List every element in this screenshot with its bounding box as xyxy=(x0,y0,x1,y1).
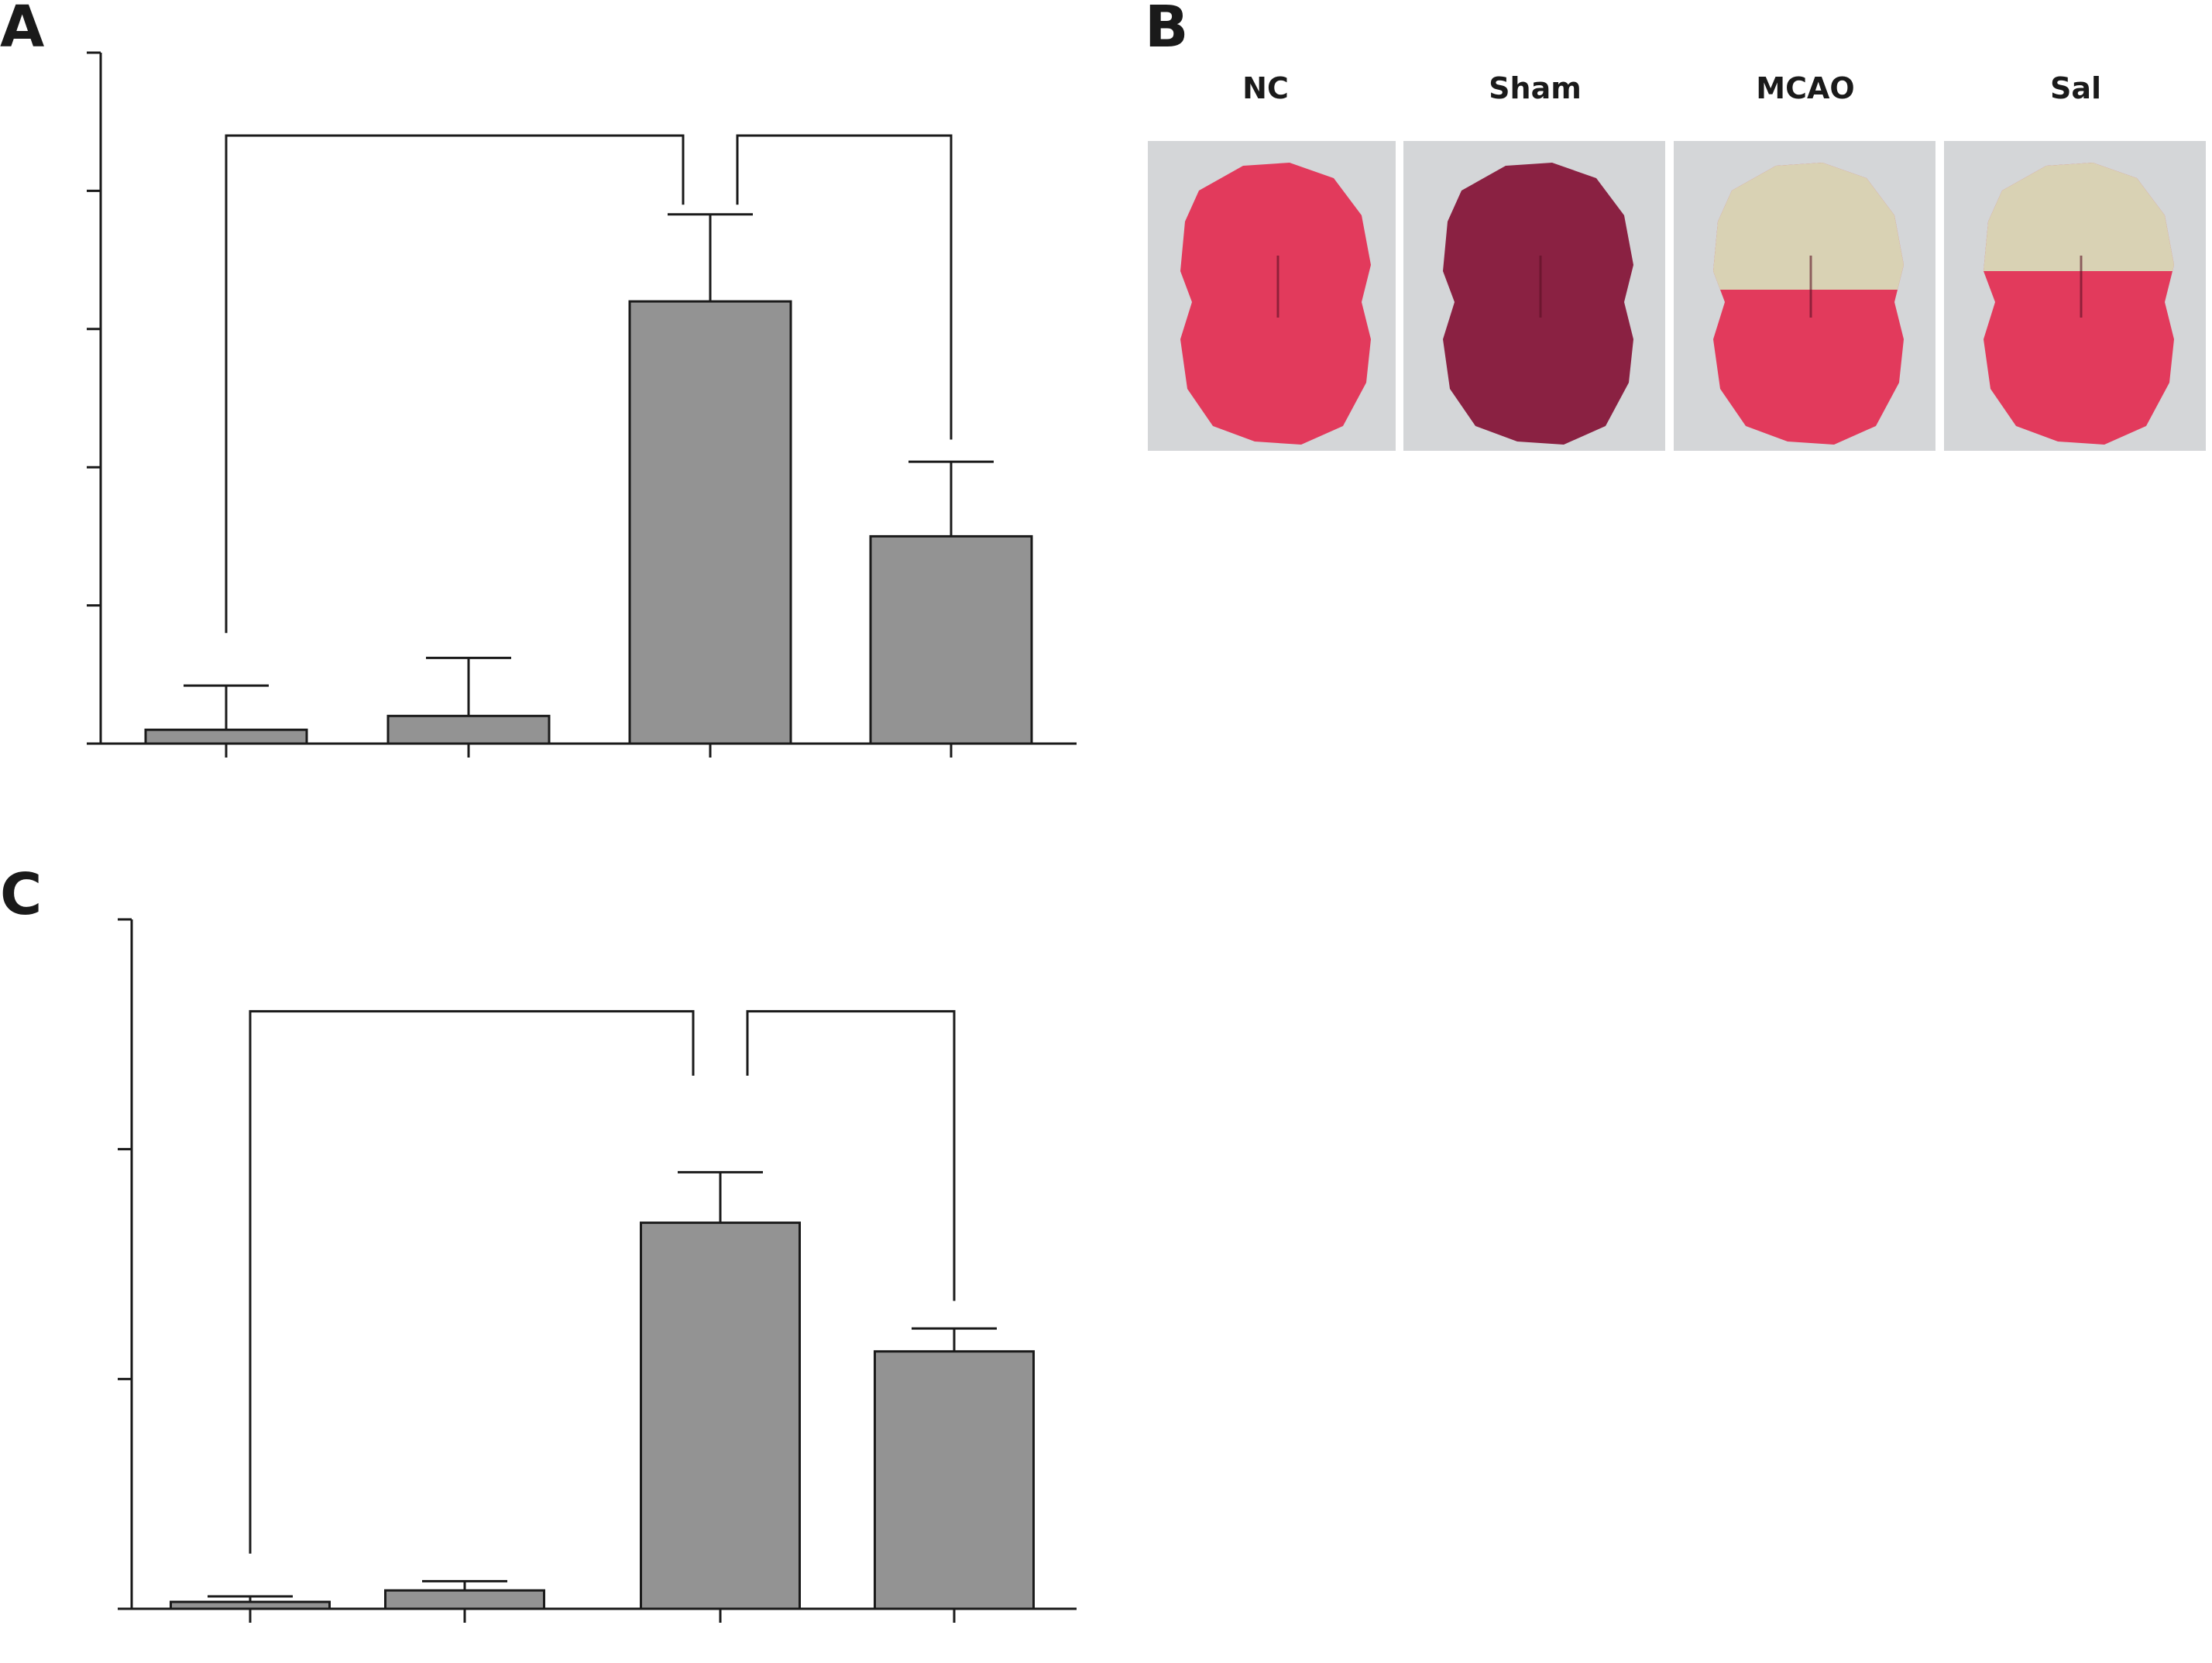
brain-slice xyxy=(1180,163,1371,445)
bar xyxy=(640,1221,801,1610)
photo-label-sham: Sham xyxy=(1489,71,1582,105)
bar xyxy=(144,728,308,745)
bar xyxy=(869,534,1033,745)
bar xyxy=(628,300,792,745)
brain-slice xyxy=(1443,163,1633,445)
brain-slice-panel xyxy=(1148,141,2206,451)
chart-infarct-volume xyxy=(118,918,1077,1623)
bar xyxy=(874,1350,1035,1610)
panel-letter-c: C xyxy=(0,861,43,928)
bar xyxy=(386,714,551,745)
photo-label-sal: Sal xyxy=(2049,71,2102,105)
photo-label-mcao: MCAO xyxy=(1756,71,1855,105)
chart-neurological-deficit xyxy=(87,51,1077,758)
bar xyxy=(170,1600,331,1610)
significance-bracket xyxy=(225,134,685,634)
photo-label-nc: NC xyxy=(1242,71,1289,105)
panel-letter-b: B xyxy=(1145,0,1189,60)
panel-letter-a: A xyxy=(0,0,45,60)
significance-bracket xyxy=(746,1010,956,1301)
significance-bracket xyxy=(249,1010,695,1554)
significance-bracket xyxy=(736,134,953,440)
bar xyxy=(384,1589,545,1610)
